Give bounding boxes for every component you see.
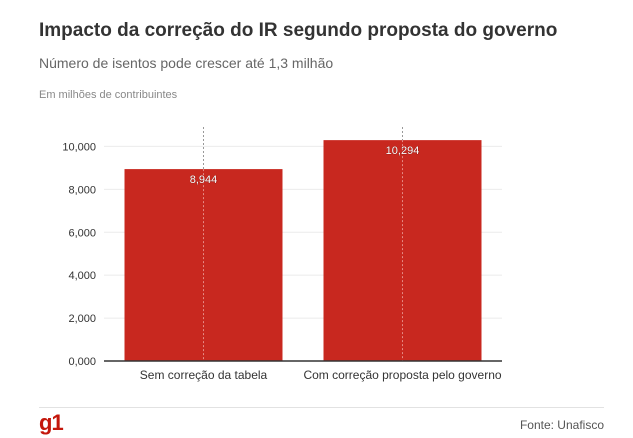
y-tick-label: 8,000 (68, 184, 96, 196)
source-note: Fonte: Unafisco (519, 418, 604, 432)
chart-title: Impacto da correção do IR segundo propos… (39, 20, 558, 41)
x-tick-label: Sem correção da tabela (140, 368, 268, 382)
chart-subtitle: Número de isentos pode crescer até 1,3 m… (39, 55, 334, 71)
footer-divider (39, 407, 604, 408)
y-tick-label: 10,000 (62, 141, 96, 153)
bar (124, 169, 283, 361)
x-tick-label: Com correção proposta pelo governo (303, 368, 501, 382)
y-tick-label: 0,000 (68, 356, 96, 368)
y-tick-label: 6,000 (68, 227, 96, 239)
data-label: 8,944 (190, 174, 218, 186)
data-label: 10,294 (386, 145, 420, 157)
y-tick-label: 4,000 (68, 270, 96, 282)
g1-logo: g1 (39, 410, 64, 435)
y-tick-label: 2,000 (68, 313, 96, 325)
unit-note: Em milhões de contribuintes (39, 89, 178, 101)
